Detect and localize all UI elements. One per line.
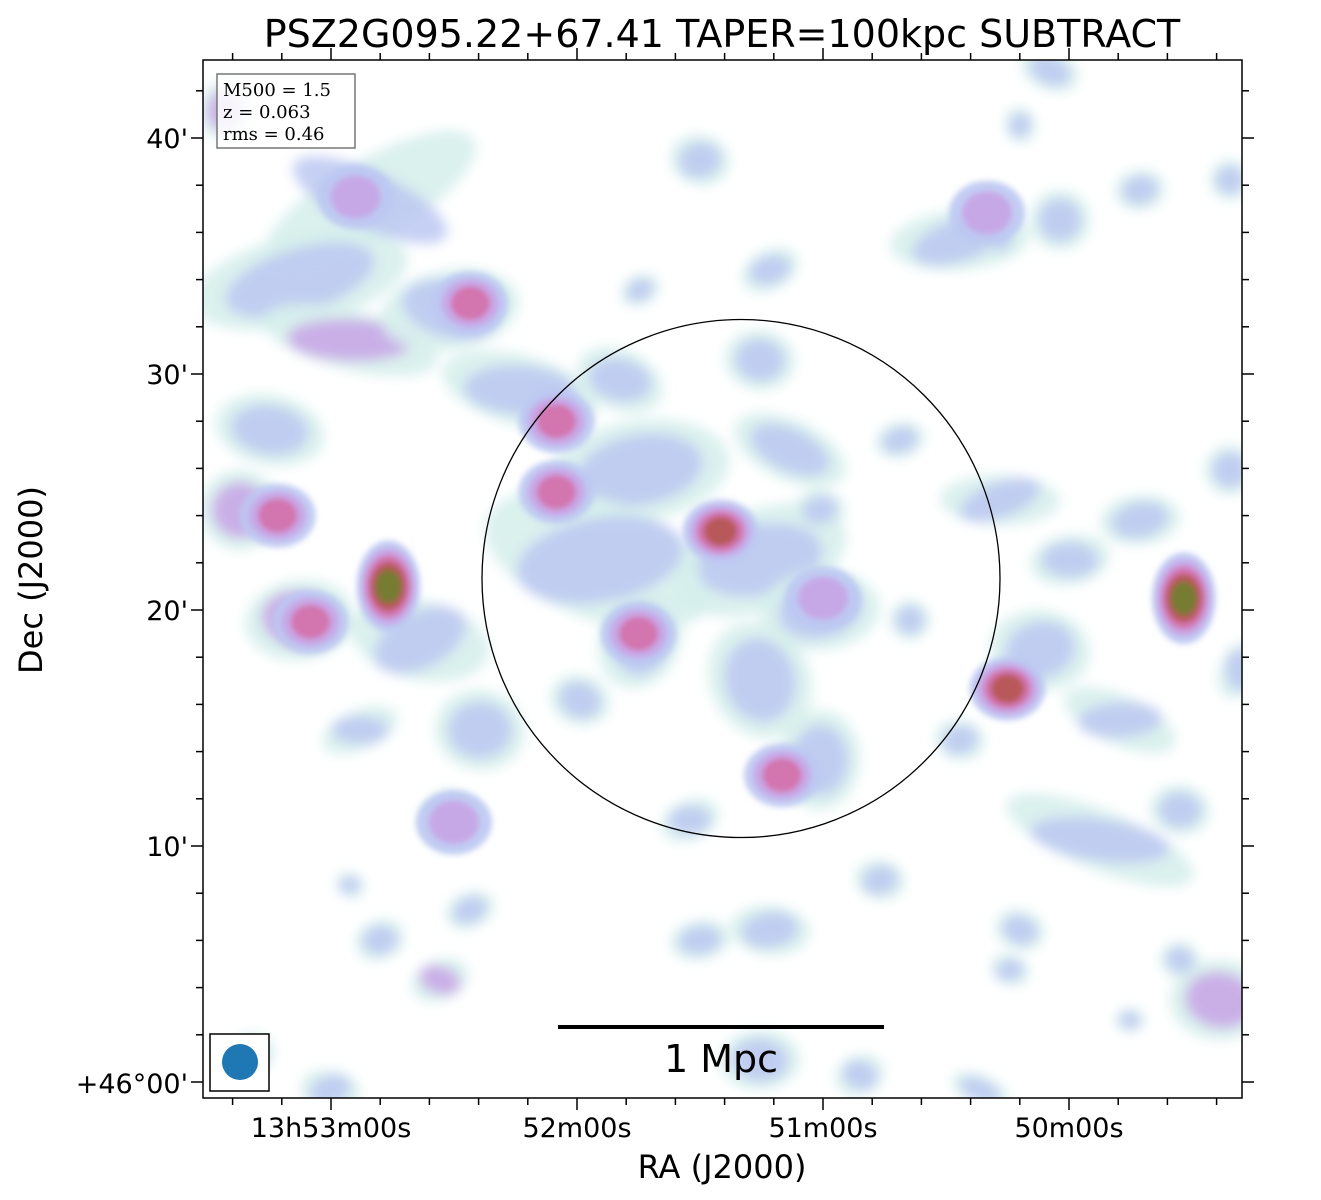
y-tick-label: 30': [146, 360, 188, 391]
emission-blob: [843, 1060, 877, 1090]
emission-blob: [588, 358, 652, 402]
annotation-redshift: z = 0.063: [223, 102, 311, 123]
emission-blob: [1009, 112, 1031, 138]
chart-title: PSZ2G095.22+67.41 TAPER=100kpc SUBTRACT: [264, 12, 1181, 56]
emission-blob: [339, 876, 361, 894]
x-tick-label: 51m00s: [768, 1113, 877, 1144]
emission-region: [703, 516, 738, 546]
emission-blob: [669, 805, 711, 835]
emission-region: [1170, 581, 1197, 616]
emission-blob: [1212, 452, 1242, 488]
y-axis-label: Dec (J2000): [12, 486, 50, 674]
beam-ellipse: [222, 1044, 258, 1080]
emission-blob: [453, 896, 487, 924]
emission-blob: [749, 255, 791, 285]
emission-blob: [1225, 649, 1242, 691]
r500-circle: [481, 318, 1001, 839]
emission-bright-layer: [239, 165, 1216, 855]
emission-blob: [1039, 199, 1081, 241]
emission-blob: [732, 1038, 788, 1082]
emission-blob: [1119, 1011, 1141, 1029]
emission-blob: [1112, 501, 1168, 539]
y-tick-label: 20': [146, 596, 188, 627]
emission-blob: [942, 725, 978, 755]
emission-region: [450, 286, 491, 321]
emission-blob: [679, 925, 721, 955]
emission-blob: [287, 318, 413, 362]
x-tick-label: 52m00s: [522, 1113, 631, 1144]
emission-blob: [679, 142, 721, 178]
scale-bar: 1 Mpc: [558, 1025, 884, 1081]
emission-map: [203, 60, 1242, 1098]
emission-blob: [996, 959, 1024, 981]
emission-region: [797, 576, 849, 620]
y-tick-label: 40': [146, 124, 188, 155]
y-tick-label: 10': [146, 832, 188, 863]
emission-region: [330, 175, 381, 219]
beam-box: [209, 1033, 270, 1092]
emission-blob: [448, 701, 512, 759]
emission-blob: [960, 1077, 1000, 1098]
emission-blob: [1122, 175, 1158, 205]
emission-blob: [882, 426, 918, 454]
x-tick-label: 50m00s: [1014, 1113, 1123, 1144]
emission-blob: [1042, 542, 1098, 578]
emission-blob: [750, 423, 830, 477]
emission-region: [618, 616, 659, 651]
emission-blob: [735, 338, 785, 382]
x-axis-label: RA (J2000): [638, 1148, 807, 1186]
emission-blob: [225, 242, 375, 318]
axis-ticks: [191, 48, 1254, 1110]
emission-region: [990, 674, 1025, 704]
emission-region: [536, 404, 577, 439]
emission-blob: [231, 405, 309, 455]
y-tick-label: +46°00': [76, 1069, 188, 1100]
emission-blob: [1002, 915, 1038, 945]
annotation-rms: rms = 0.46: [223, 124, 325, 145]
emission-blob: [862, 865, 898, 895]
emission-blob: [362, 925, 398, 955]
emission-blob: [1159, 792, 1201, 828]
emission-region: [536, 474, 577, 510]
annotation-m500: M500 = 1.5: [223, 80, 331, 101]
emission-blob: [626, 278, 654, 302]
emission-blob: [559, 681, 601, 719]
emission-blob: [332, 715, 388, 745]
emission-region: [257, 498, 298, 533]
emission-region: [290, 604, 331, 639]
emission-blob: [1029, 60, 1071, 86]
emission-blob: [1185, 971, 1242, 1029]
emission-blob: [1166, 947, 1194, 973]
emission-blob: [1216, 166, 1242, 194]
x-tick-labels: 13h53m00s 52m00s 51m00s 50m00s: [251, 1113, 1124, 1144]
emission-region: [961, 191, 1013, 235]
emission-blob: [419, 965, 461, 995]
emission-blob: [724, 638, 796, 722]
y-tick-labels: +46°00' 10' 20' 30' 40': [76, 124, 188, 1100]
emission-blob: [960, 478, 1040, 522]
emission-blob: [896, 606, 924, 634]
emission-blob: [802, 495, 838, 525]
x-tick-label: 13h53m00s: [251, 1113, 412, 1144]
emission-blob: [1078, 702, 1162, 738]
emission-blob: [577, 433, 703, 507]
emission-region: [375, 569, 402, 604]
emission-region: [428, 800, 480, 845]
scale-bar-label: 1 Mpc: [664, 1037, 778, 1081]
annotation-box: M500 = 1.5 z = 0.063 rms = 0.46: [216, 73, 356, 149]
emission-region: [762, 758, 802, 793]
emission-blob: [516, 516, 684, 604]
plot-frame: [202, 59, 1243, 1099]
emission-blob: [742, 912, 798, 948]
emission-blob: [1030, 817, 1170, 863]
